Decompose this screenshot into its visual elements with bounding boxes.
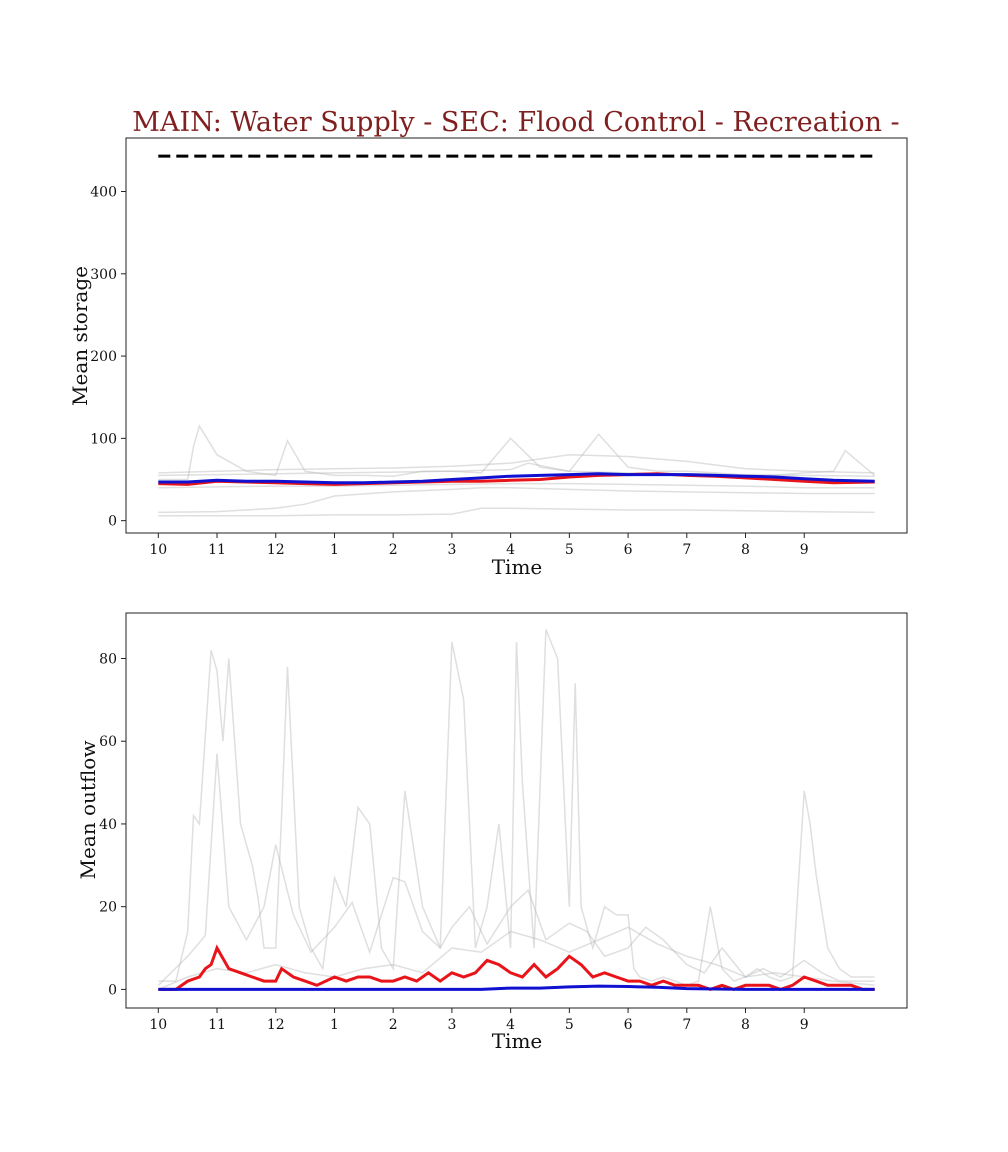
outflow-x-axis-label: Time — [492, 1029, 543, 1053]
storage-x-tick-label: 11 — [208, 542, 226, 558]
storage-x-tick-label: 5 — [565, 542, 574, 558]
outflow-red-line — [158, 944, 875, 991]
outflow-x-tick-label: 11 — [208, 1017, 226, 1033]
outflow-y-tick-label: 0 — [108, 982, 117, 998]
storage-x-tick-label: 9 — [800, 542, 809, 558]
outflow-mean-lines — [158, 944, 875, 991]
outflow-y-axis-label: Mean outflow — [76, 741, 100, 880]
storage-y-tick-label: 200 — [90, 349, 117, 365]
outflow-ensemble-line — [158, 629, 875, 987]
storage-ensemble-line — [158, 454, 875, 474]
outflow-x-tick-label: 2 — [389, 1017, 398, 1033]
storage-blue-line — [158, 472, 875, 485]
outflow-y-tick-label: 80 — [99, 651, 117, 667]
storage-red-line — [158, 472, 875, 486]
outflow-x-tick-label: 9 — [800, 1017, 809, 1033]
outflow-ensemble-line — [157, 753, 875, 986]
outflow-plot-frame — [125, 612, 908, 1009]
outflow-x-tick-label: 4 — [506, 1017, 515, 1033]
outflow-x-tick-label: 6 — [624, 1017, 633, 1033]
storage-mean-lines — [158, 472, 875, 486]
storage-x-tick-label: 2 — [389, 542, 398, 558]
storage-ensemble-line — [158, 424, 876, 481]
outflow-x-tick-label: 12 — [267, 1017, 285, 1033]
storage-y-axis: 0 100 200 300 400 — [90, 184, 126, 530]
storage-y-tick-label: 100 — [90, 431, 117, 447]
storage-plot-frame — [125, 137, 908, 534]
outflow-y-tick-label: 60 — [99, 734, 117, 750]
storage-x-tick-label: 3 — [447, 542, 456, 558]
storage-ensemble-line — [158, 482, 875, 489]
storage-y-tick-label: 400 — [90, 184, 117, 200]
outflow-y-tick-label: 40 — [99, 817, 117, 833]
storage-x-tick-label: 6 — [624, 542, 633, 558]
outflow-x-tick-label: 1 — [330, 1017, 339, 1033]
outflow-x-tick-label: 3 — [447, 1017, 456, 1033]
outflow-ensemble-lines — [157, 629, 875, 991]
outflow-x-tick-label: 7 — [682, 1017, 691, 1033]
storage-ensemble-lines — [158, 424, 876, 517]
storage-x-axis: 10 11 12 1 2 3 4 5 6 7 8 9 — [149, 533, 809, 558]
outflow-y-tick-label: 20 — [99, 900, 117, 916]
storage-y-tick-label: 300 — [90, 267, 117, 283]
storage-x-tick-label: 12 — [267, 542, 285, 558]
storage-x-tick-label: 10 — [149, 542, 167, 558]
storage-x-tick-label: 1 — [330, 542, 339, 558]
storage-x-tick-label: 7 — [682, 542, 691, 558]
storage-ensemble-line — [158, 507, 875, 517]
storage-x-tick-label: 8 — [741, 542, 750, 558]
storage-x-axis-label: Time — [492, 555, 543, 579]
outflow-blue-line — [158, 984, 875, 991]
outflow-x-tick-label: 8 — [741, 1017, 750, 1033]
outflow-x-tick-label: 10 — [149, 1017, 167, 1033]
outflow-y-axis: 0 20 40 60 80 — [99, 651, 126, 998]
storage-y-axis-label: Mean storage — [68, 266, 92, 406]
storage-y-tick-label: 0 — [108, 514, 117, 530]
outflow-x-tick-label: 5 — [565, 1017, 574, 1033]
outflow-x-axis: 10 11 12 1 2 3 4 5 6 7 8 9 — [149, 1008, 809, 1033]
outflow-ensemble-line — [158, 926, 875, 991]
storage-x-tick-label: 4 — [506, 542, 515, 558]
chart-title: MAIN: Water Supply - SEC: Flood Control … — [132, 107, 899, 138]
storage-ensemble-line — [158, 486, 875, 514]
